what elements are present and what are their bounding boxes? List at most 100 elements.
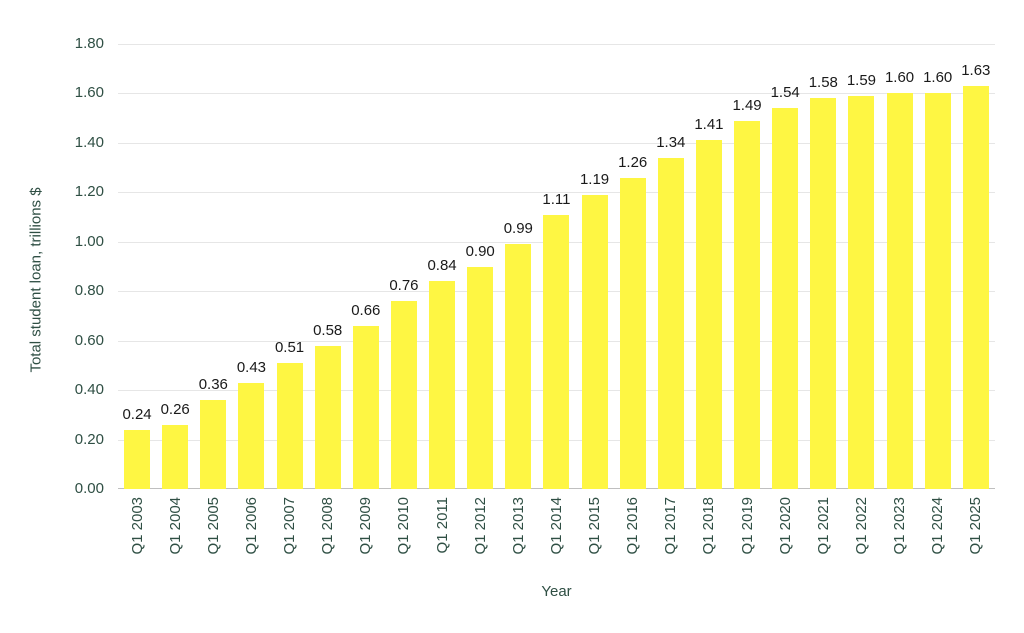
y-tick-label: 1.20 [74,183,104,201]
bar-value-label: 0.24 [122,405,152,423]
x-tick-label: Q1 2004 [166,497,184,555]
bar-value-label: 1.63 [961,62,991,80]
bar [314,345,341,489]
bar-value-label: 1.11 [542,190,571,208]
bar [124,429,151,489]
bar [162,424,189,489]
x-tick-label: Q1 2019 [738,497,756,555]
x-tick-cell: Q1 2023 [881,497,919,571]
x-tick-cell: Q1 2018 [690,497,728,571]
bar-column: 1.60 [919,69,957,489]
x-tick-label: Q1 2016 [624,497,642,555]
gridline [118,142,995,144]
x-tick-label: Q1 2007 [281,497,299,555]
bar-column: 0.26 [156,401,194,489]
bar-value-label: 0.43 [236,358,267,376]
bar [505,244,532,489]
x-tick-label: Q1 2025 [967,497,985,555]
gridline [118,44,995,45]
bar-value-label: 0.76 [389,277,419,295]
x-tick-label: Q1 2017 [662,497,680,555]
x-tick-cell: Q1 2025 [957,497,995,571]
bar-column: 0.36 [194,376,232,489]
x-tick-label: Q1 2014 [547,497,565,555]
bar-value-label: 1.58 [808,74,838,92]
bar [772,108,799,489]
x-tick-cell: Q1 2003 [118,497,156,571]
bar-column: 0.90 [461,243,499,489]
bar-value-label: 1.41 [694,116,724,134]
y-tick-label: 0.80 [74,282,104,300]
bar-value-label: 0.26 [160,400,190,418]
x-tick-label: Q1 2010 [395,497,413,555]
bar-column: 1.34 [652,134,690,489]
x-tick-label: Q1 2005 [204,497,222,555]
bar-value-label: 1.60 [923,69,953,87]
bar-column: 0.43 [232,359,270,489]
y-tick-label: 1.60 [74,84,104,102]
bar-column: 1.19 [576,171,614,489]
bar [352,325,379,489]
y-tick-label: 0.40 [74,381,104,399]
y-tick-label: 0.60 [74,331,104,349]
bar-value-label: 1.49 [732,96,762,114]
bar-value-label: 0.36 [198,376,228,393]
bar-value-label: 1.60 [884,69,915,87]
bar-column: 1.49 [728,97,766,489]
x-tick-label: Q1 2023 [891,497,909,555]
bar-value-label: 1.19 [579,170,610,188]
bar-column: 1.63 [957,62,995,489]
bar [581,194,608,489]
bar [657,157,684,489]
bar-column: 1.59 [842,72,880,489]
x-tick-cell: Q1 2019 [728,497,766,571]
bar [924,93,951,489]
x-tick-label: Q1 2011 [433,497,451,554]
bar-value-label: 0.58 [313,321,343,339]
bar-column: 0.51 [271,339,309,489]
y-tick-label: 1.40 [74,133,104,151]
bar [276,362,303,489]
x-tick-label: Q1 2003 [128,497,146,555]
x-tick-label: Q1 2015 [586,497,604,555]
plot-area: 0.24 0.26 0.36 0.43 0.51 0.58 0.66 0.76 0.84 0.90… [118,44,995,489]
bar [238,382,265,489]
x-tick-cell: Q1 2010 [385,497,423,571]
bar-column: 0.76 [385,277,423,489]
bar-column: 1.58 [804,74,842,489]
x-tick-label: Q1 2024 [929,497,947,555]
bar-column: 0.58 [309,322,347,489]
bar [390,301,417,489]
bar [810,98,837,489]
x-tick-cell: Q1 2021 [804,497,842,571]
x-tick-label: Q1 2022 [852,497,870,555]
bar-value-label: 0.84 [427,257,457,275]
y-tick-label: 0.20 [74,430,104,448]
bar [695,140,722,489]
x-tick-cell: Q1 2008 [309,497,347,571]
bar-column: 1.60 [881,69,919,489]
bar-value-label: 1.54 [770,84,800,102]
x-tick-cell: Q1 2017 [652,497,690,571]
x-tick-label: Q1 2012 [471,497,489,555]
x-tick-cell: Q1 2022 [842,497,880,571]
bar-value-label: 0.66 [351,301,381,319]
x-axis-title: Year [541,583,572,600]
bar [467,266,494,489]
bar-value-label: 1.59 [846,71,877,89]
gridline [118,192,995,194]
y-tick-label: 1.80 [74,35,104,52]
x-tick-label: Q1 2021 [814,497,832,555]
x-tick-cell: Q1 2020 [766,497,804,571]
bar [848,95,875,489]
x-tick-cell: Q1 2006 [232,497,270,571]
bar [886,93,913,489]
x-tick-cell: Q1 2016 [614,497,652,571]
bar-value-label: 0.99 [503,220,533,238]
bars-row: 0.24 0.26 0.36 0.43 0.51 0.58 0.66 0.76 0.84 0.90… [118,44,995,489]
bar [962,86,989,489]
y-tick-label: 1.00 [74,232,104,250]
bar-column: 1.26 [614,154,652,489]
x-tick-label: Q1 2020 [776,497,794,555]
x-tick-label: Q1 2018 [700,497,718,555]
